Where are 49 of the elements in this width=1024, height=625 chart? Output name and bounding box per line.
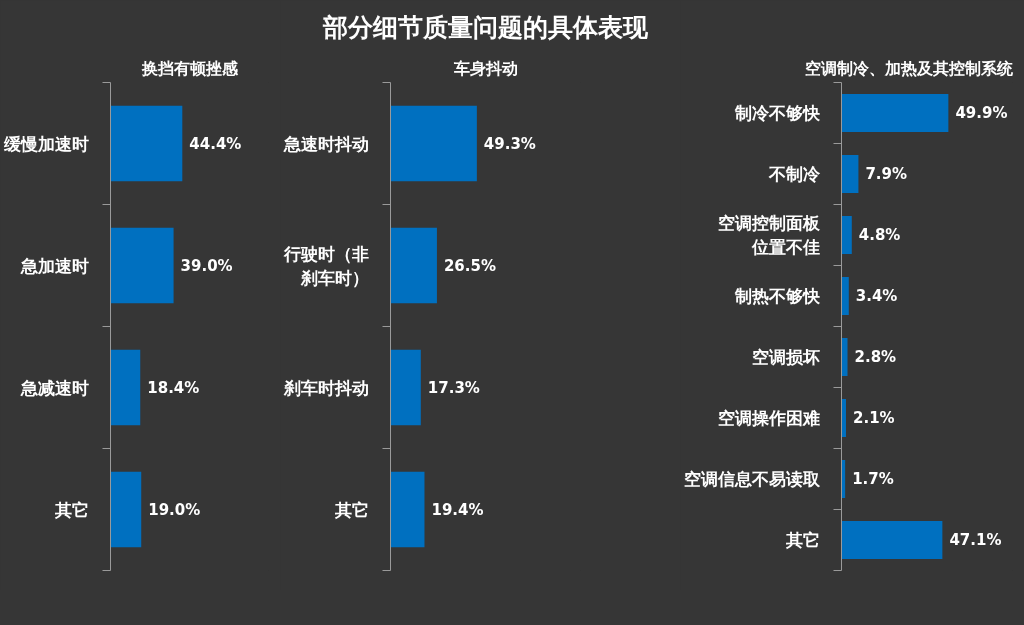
data-label: 4.8% (858, 226, 901, 244)
data-label: 3.4% (855, 287, 898, 305)
y-tick-label: 刹车时抖动 (282, 377, 369, 398)
bar (390, 471, 425, 548)
data-label: 26.5% (443, 256, 496, 275)
bar (841, 94, 949, 132)
data-label: 7.9% (865, 165, 908, 183)
chart-subtitle: 换挡有顿挫感 (140, 58, 239, 78)
y-tick-label: 其它 (53, 499, 89, 520)
bar (110, 227, 174, 304)
bar (390, 105, 477, 182)
y-tick-label: 缓慢加速时 (2, 133, 89, 154)
y-tick-label: 急速时抖动 (282, 133, 369, 154)
y-tick-label: 其它 (784, 530, 820, 550)
data-label: 2.8% (854, 348, 897, 366)
y-tick-label: 空调信息不易读取 (683, 469, 821, 489)
data-label: 44.4% (189, 134, 242, 153)
bar (841, 155, 859, 193)
chart-subtitle: 车身抖动 (452, 58, 518, 78)
data-label: 49.3% (483, 134, 536, 153)
data-label: 1.7% (852, 470, 894, 488)
y-tick-label: 空调操作困难 (717, 408, 820, 428)
bar (110, 349, 141, 426)
bar (390, 349, 421, 426)
chart-title: 部分细节质量问题的具体表现 (322, 12, 649, 42)
data-label: 18.4% (147, 378, 200, 397)
bar (110, 105, 183, 182)
y-tick-label: 急减速时 (19, 377, 89, 398)
bar (841, 216, 852, 254)
data-label: 39.0% (180, 256, 233, 275)
y-tick-label: 急加速时 (19, 255, 89, 276)
y-tick-label: 其它 (333, 499, 369, 520)
data-label: 49.9% (955, 104, 1008, 122)
bar (390, 227, 437, 304)
bar (841, 277, 849, 315)
data-label: 19.4% (431, 500, 484, 519)
y-tick-label: 不制冷 (767, 164, 821, 184)
data-label: 47.1% (949, 531, 1002, 549)
data-label: 2.1% (853, 409, 895, 427)
chart-subtitle: 空调制冷、加热及其控制系统 (804, 58, 1014, 78)
y-tick-label: 制冷不够快 (733, 103, 821, 123)
data-label: 19.0% (148, 500, 201, 519)
y-tick-label: 制热不够快 (733, 286, 821, 306)
data-label: 17.3% (427, 378, 480, 397)
y-tick-label: 空调控制面板位置不佳 (717, 213, 821, 257)
y-tick-label: 空调损坏 (751, 347, 820, 367)
y-tick-label: 行驶时（非刹车时） (282, 243, 369, 288)
bar (110, 471, 142, 548)
bar (841, 521, 943, 559)
